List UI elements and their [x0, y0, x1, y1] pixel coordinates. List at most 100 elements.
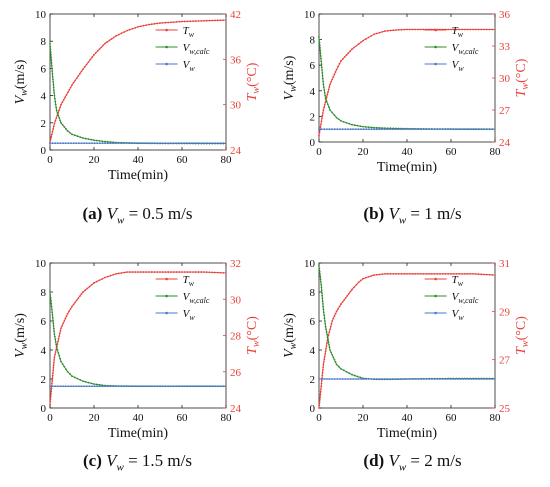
series-point-1 [49, 51, 52, 53]
series-point-0 [54, 119, 57, 122]
series-point-1 [50, 59, 53, 62]
series-point-2 [127, 142, 130, 145]
series-point-0 [419, 28, 422, 31]
series-point-1 [53, 97, 56, 100]
series-point-2 [431, 128, 433, 131]
series-point-2 [109, 385, 112, 388]
series-point-2 [151, 142, 154, 145]
series-point-1 [73, 134, 76, 137]
series-point-0 [69, 86, 72, 89]
series-point-2 [138, 385, 141, 388]
series-point-0 [51, 377, 54, 380]
series-point-0 [216, 19, 219, 22]
series-point-0 [71, 305, 73, 308]
series-point-2 [360, 378, 362, 380]
series-point-2 [206, 142, 209, 145]
series-point-2 [72, 142, 75, 145]
x-tick-label: 60 [177, 412, 189, 424]
series-point-0 [148, 271, 150, 273]
series-point-2 [177, 385, 180, 388]
series-point-0 [49, 400, 52, 403]
y-axis-label: Vw(m/s) [13, 313, 30, 358]
series-point-0 [322, 360, 325, 363]
series-point-2 [151, 385, 154, 388]
legend-label: Vw,calc [452, 291, 479, 305]
series-point-2 [491, 378, 494, 380]
series-point-2 [436, 128, 439, 131]
series-point-0 [466, 28, 469, 31]
series-point-0 [332, 317, 335, 320]
series-point-1 [326, 333, 328, 336]
series-point-1 [57, 352, 60, 354]
series-point-2 [344, 128, 347, 131]
series-point-0 [343, 56, 346, 58]
series-point-0 [94, 52, 97, 54]
y-right-tick-label: 26 [230, 367, 242, 379]
series-point-0 [87, 61, 90, 63]
series-point-0 [90, 283, 93, 286]
y-right-axis-label: Tw(°C) [514, 316, 531, 355]
series-point-0 [78, 295, 81, 298]
series-point-2 [190, 142, 193, 145]
series-point-2 [370, 378, 373, 380]
series-point-0 [351, 48, 353, 51]
series-point-0 [345, 54, 348, 56]
series-point-2 [217, 385, 220, 388]
series-point-0 [170, 21, 172, 24]
series-point-2 [339, 378, 341, 380]
caption-label: (b) [363, 204, 385, 223]
series-point-0 [50, 133, 53, 136]
caption-b: (b) Vw = 1 m/s [275, 204, 550, 226]
series-point-0 [408, 272, 411, 275]
y-tick-label: 10 [304, 258, 316, 270]
series-point-2 [146, 142, 149, 145]
y-right-tick-label: 30 [230, 100, 242, 112]
series-point-1 [375, 126, 378, 129]
y-axis-label: Vw(m/s) [282, 313, 299, 358]
series-point-1 [318, 44, 321, 47]
caption-label: (d) [363, 451, 385, 470]
series-point-1 [52, 81, 55, 83]
series-point-2 [417, 378, 420, 380]
y-tick-label: 2 [310, 374, 316, 386]
series-point-0 [216, 271, 219, 274]
series-point-2 [183, 385, 185, 388]
series-point-1 [66, 130, 69, 132]
series-point-1 [49, 296, 52, 299]
y-tick-label: 6 [41, 63, 47, 75]
series-point-2 [333, 378, 336, 380]
series-point-1 [321, 74, 324, 77]
series-point-2 [67, 385, 70, 388]
series-point-0 [337, 65, 339, 68]
series-point-0 [219, 19, 222, 22]
series-point-0 [211, 271, 214, 274]
series-point-2 [465, 378, 468, 380]
series-point-0 [330, 81, 332, 83]
series-point-1 [327, 341, 330, 344]
series-point-1 [98, 383, 101, 386]
series-point-1 [76, 377, 79, 380]
series-point-2 [130, 142, 133, 145]
series-point-0 [52, 128, 55, 130]
y-tick-label: 6 [310, 60, 316, 72]
series-point-0 [331, 78, 334, 81]
series-point-1 [82, 137, 84, 139]
series-point-1 [331, 353, 334, 356]
legend-label: Vw [183, 59, 196, 73]
series-point-0 [98, 48, 101, 51]
series-point-0 [181, 271, 183, 273]
series-point-1 [318, 265, 320, 267]
series-point-2 [425, 378, 428, 380]
series-point-1 [61, 363, 64, 366]
y-right-tick-label: 27 [499, 355, 511, 367]
series-point-2 [190, 385, 193, 388]
series-point-2 [378, 128, 381, 131]
y-tick-label: 10 [35, 9, 47, 21]
series-point-2 [183, 142, 185, 145]
series-point-2 [162, 142, 164, 145]
series-point-0 [178, 20, 181, 23]
legend-marker [434, 311, 437, 315]
series-point-0 [53, 122, 56, 125]
series-point-0 [61, 101, 64, 104]
series-point-1 [342, 120, 345, 123]
